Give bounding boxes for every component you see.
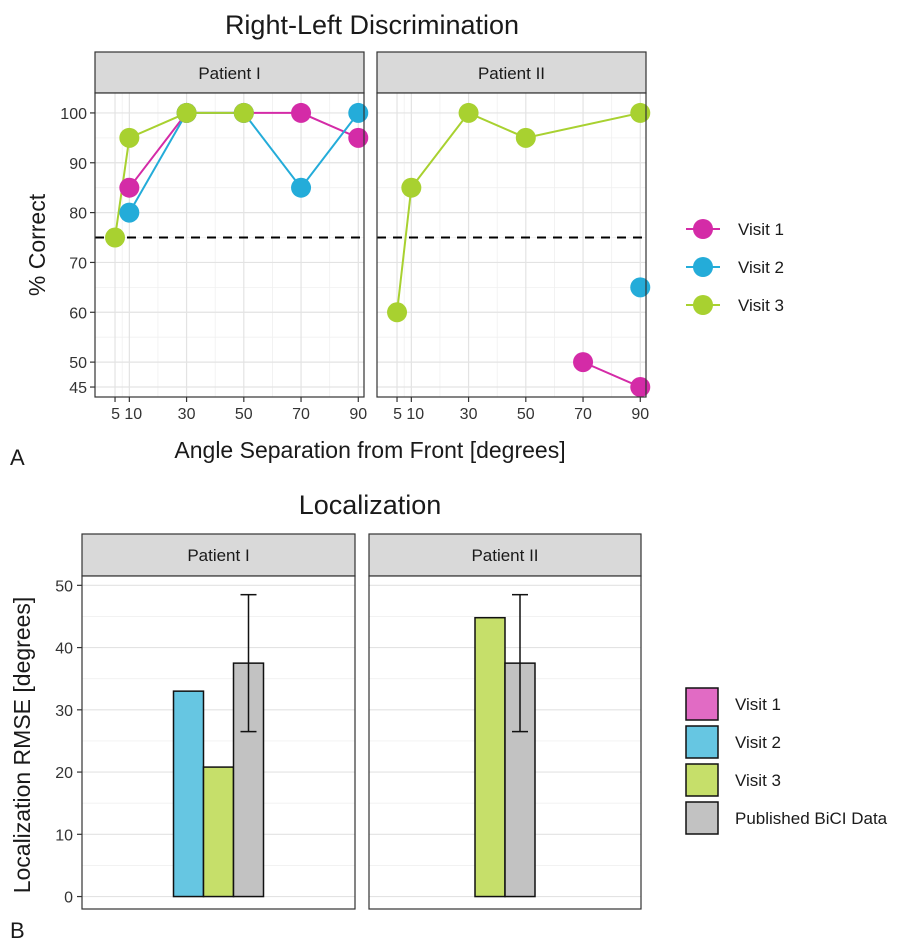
chart-a-point (291, 177, 312, 198)
chart-a-legend-label: Visit 1 (738, 220, 784, 239)
chart-b-legend-key (685, 763, 719, 797)
chart-a-x-tick-label: 30 (178, 406, 196, 423)
chart-b-legend-label: Published BiCI Data (735, 809, 888, 828)
chart-a-point (630, 102, 651, 123)
chart-b-y-tick-label: 30 (55, 703, 73, 720)
chart-a-point (119, 127, 140, 148)
chart-a-legend-label: Visit 2 (738, 258, 784, 277)
chart-a-panel-letter: A (10, 445, 25, 470)
chart-b-y-tick-label: 40 (55, 641, 73, 658)
chart-b-bar (202, 766, 235, 898)
chart-b-y-tick-label: 50 (55, 578, 73, 595)
chart-a-y-tick-label: 50 (69, 355, 87, 372)
chart-b-facet-2-strip (368, 533, 642, 577)
chart-a-facet-2-plot-border (376, 92, 647, 398)
chart-b-y-axis-title: Localization RMSE [degrees] (9, 597, 35, 894)
chart-a-x-tick-label: 50 (517, 406, 535, 423)
chart-a-point (105, 227, 126, 248)
chart-b-y-tick-label: 0 (64, 890, 73, 907)
chart-a-point (573, 352, 594, 373)
chart-a-y-tick-label: 70 (69, 255, 87, 272)
chart-b-legend-key (685, 687, 719, 721)
chart-b-facet-1-label: Patient I (187, 546, 249, 565)
chart-a-facet-2-plot-bg (377, 93, 646, 397)
chart-a-x-tick-label: 10 (406, 406, 424, 423)
chart-a-point (458, 102, 479, 123)
chart-b-legend-key (685, 725, 719, 759)
chart-b-y-tick-label: 20 (55, 765, 73, 782)
chart-a-title: Right-Left Discrimination (225, 10, 519, 40)
chart-a-x-tick-label: 50 (235, 406, 253, 423)
chart-a-facet-1-label: Patient I (198, 64, 260, 83)
chart-a-point (630, 377, 651, 398)
chart-a-y-tick-label: 60 (69, 305, 87, 322)
chart-b-legend-label: Visit 2 (735, 733, 781, 752)
chart-a-x-axis-title: Angle Separation from Front [degrees] (174, 437, 565, 463)
chart-a-point (630, 277, 651, 298)
chart-a-facet-2-strip (376, 51, 647, 94)
chart-a-x-tick-label: 70 (292, 406, 310, 423)
chart-b-y-tick-label: 10 (55, 827, 73, 844)
chart-a-point (176, 102, 197, 123)
chart-b-facet-2-plot-border (368, 575, 642, 910)
chart-b-facet-1-strip (81, 533, 356, 577)
chart-a-x-tick-label: 5 (111, 406, 120, 423)
chart-a-x-tick-label: 5 (393, 406, 402, 423)
chart-b-legend-label: Visit 1 (735, 695, 781, 714)
chart-b-facet-1-plot-border (81, 575, 356, 910)
chart-a-y-tick-label: 90 (69, 156, 87, 173)
chart-a-y-axis-title: % Correct (24, 193, 50, 296)
chart-b-legend-key (685, 801, 719, 835)
chart-b-title: Localization (299, 490, 442, 520)
chart-a-facet-1-plot-border (94, 92, 365, 398)
chart-a-point (119, 202, 140, 223)
chart-b-bar (474, 616, 506, 898)
chart-a-point (401, 177, 422, 198)
chart-a-point (348, 102, 369, 123)
chart-a-series-line (582, 361, 641, 388)
chart-a-x-tick-label: 90 (631, 406, 649, 423)
chart-b-legend-label: Visit 3 (735, 771, 781, 790)
chart-a-facet-2-label: Patient II (478, 64, 545, 83)
chart-a-x-tick-label: 70 (574, 406, 592, 423)
chart-a-legend-key-point (693, 257, 713, 277)
chart-a-point (348, 127, 369, 148)
chart-a-point (387, 302, 408, 323)
chart-a-point (515, 127, 536, 148)
chart-a-y-tick-label: 45 (69, 380, 87, 397)
chart-a-facet-1-plot-bg (95, 93, 364, 397)
chart-b-panel-letter: B (10, 918, 25, 943)
chart-a-legend-key-point (693, 219, 713, 239)
chart-a-x-tick-label: 30 (460, 406, 478, 423)
chart-a-point (233, 102, 254, 123)
chart-a-x-tick-label: 90 (349, 406, 367, 423)
chart-b-facet-2-label: Patient II (471, 546, 538, 565)
chart-a-y-tick-label: 100 (60, 106, 87, 123)
chart-a-point (291, 102, 312, 123)
chart-a-x-tick-label: 10 (124, 406, 142, 423)
chart-a-y-tick-label: 80 (69, 206, 87, 223)
chart-a-facet-1-strip (94, 51, 365, 94)
chart-b-bar (172, 690, 205, 898)
chart-a-legend-label: Visit 3 (738, 296, 784, 315)
chart-a-legend-key-point (693, 295, 713, 315)
chart-a-point (119, 177, 140, 198)
